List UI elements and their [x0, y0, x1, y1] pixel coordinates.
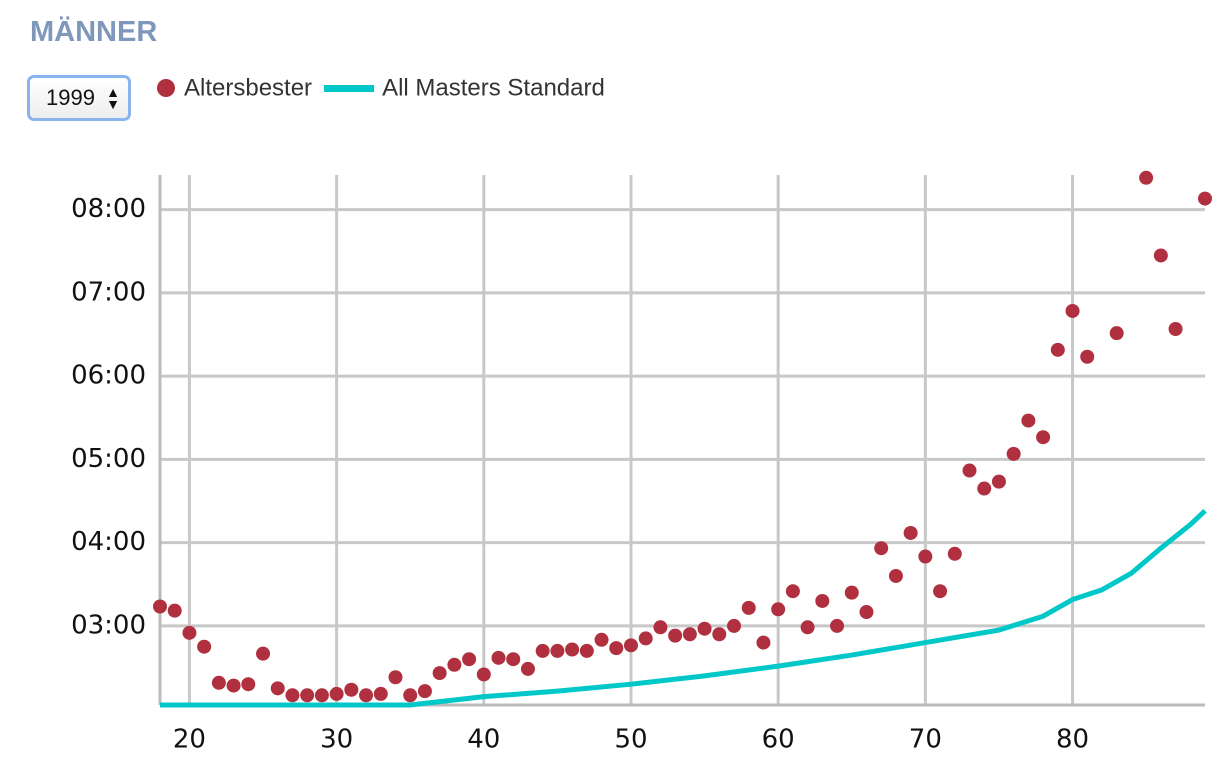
point — [1021, 413, 1036, 428]
point — [182, 625, 197, 640]
point — [962, 463, 977, 478]
point — [859, 605, 874, 620]
point — [1036, 430, 1051, 445]
y-tick-label: 07:00 — [71, 277, 146, 307]
point — [903, 525, 918, 540]
point — [653, 620, 668, 635]
point — [256, 646, 271, 661]
x-tick-label: 50 — [614, 725, 647, 755]
point — [241, 677, 256, 692]
point — [226, 678, 241, 693]
point — [447, 657, 462, 672]
line — [160, 508, 1207, 708]
point — [550, 643, 565, 658]
legend-label: Altersbester — [184, 74, 312, 101]
point — [285, 688, 300, 703]
point — [594, 632, 609, 647]
x-tick-label: 40 — [467, 725, 500, 755]
point — [756, 635, 771, 650]
point — [800, 620, 815, 635]
point — [270, 681, 285, 696]
year-select[interactable]: 1999 ▲ ▼ — [27, 75, 131, 121]
select-arrows: ▲ ▼ — [106, 84, 120, 112]
legend-marker — [324, 85, 375, 92]
point — [329, 686, 344, 701]
point — [403, 688, 418, 703]
x-tick-label: 70 — [909, 725, 942, 755]
legend-label: All Masters Standard — [382, 74, 605, 101]
point — [1006, 446, 1021, 461]
point — [1065, 303, 1080, 318]
x-tick-label: 80 — [1056, 725, 1089, 755]
point — [1080, 349, 1095, 364]
x-tick-label: 30 — [320, 725, 353, 755]
point — [462, 652, 477, 667]
point — [153, 599, 167, 614]
point — [565, 642, 580, 657]
point — [300, 688, 315, 703]
y-tick-label: 08:00 — [71, 194, 146, 224]
y-tick-label: 06:00 — [71, 361, 146, 391]
point — [520, 661, 535, 676]
point — [1050, 342, 1065, 357]
point — [1153, 248, 1168, 263]
point — [359, 688, 374, 703]
y-tick-label: 05:00 — [71, 444, 146, 474]
point — [1139, 170, 1154, 185]
point — [476, 667, 491, 682]
point — [432, 666, 447, 681]
point — [579, 643, 594, 658]
point — [741, 600, 756, 615]
point — [874, 541, 889, 556]
point — [535, 643, 550, 658]
point — [727, 618, 742, 633]
x-tick-label: 60 — [762, 725, 795, 755]
y-tick-label: 04:00 — [71, 527, 146, 557]
point — [638, 631, 653, 646]
point — [1109, 326, 1124, 341]
point — [417, 684, 432, 699]
point — [1168, 322, 1183, 337]
point — [785, 584, 800, 599]
point — [167, 603, 182, 618]
point — [977, 481, 992, 496]
x-tick-label: 20 — [173, 725, 206, 755]
point — [197, 639, 212, 654]
point — [1198, 191, 1212, 206]
point — [373, 686, 388, 701]
chart-title: MÄNNER — [30, 16, 158, 48]
point — [712, 627, 727, 642]
point — [506, 652, 521, 667]
point — [844, 585, 859, 600]
point — [697, 621, 712, 636]
point — [491, 650, 506, 665]
point — [830, 618, 845, 633]
point — [623, 638, 638, 653]
point — [344, 682, 359, 697]
point — [211, 675, 226, 690]
point — [314, 688, 329, 703]
point — [933, 584, 948, 599]
year-select-value: 1999 — [46, 85, 95, 110]
point — [991, 474, 1006, 489]
point — [682, 627, 697, 642]
point — [888, 568, 903, 583]
point — [947, 546, 962, 561]
point — [609, 641, 624, 656]
point — [668, 628, 683, 643]
legend-marker — [157, 79, 175, 97]
point — [388, 670, 403, 685]
y-tick-label: 03:00 — [71, 610, 146, 640]
point — [918, 549, 933, 564]
point — [771, 602, 786, 617]
point — [815, 593, 830, 608]
